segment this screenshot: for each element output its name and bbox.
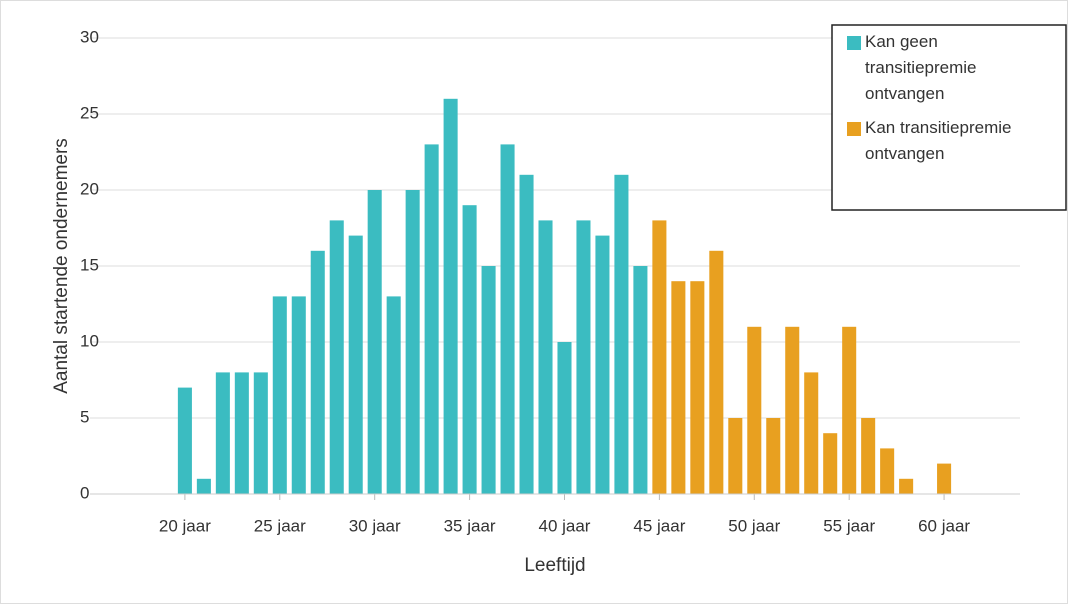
x-tick-label: 30 jaar xyxy=(349,516,401,535)
x-tick-label: 50 jaar xyxy=(728,516,780,535)
bar xyxy=(215,372,230,494)
bar xyxy=(842,326,857,494)
bar xyxy=(690,281,705,494)
y-tick-label: 30 xyxy=(80,27,99,46)
bar xyxy=(177,387,192,494)
bar xyxy=(196,478,211,494)
bar xyxy=(937,463,952,494)
bar xyxy=(614,174,629,495)
y-tick-label: 25 xyxy=(80,103,99,122)
bar xyxy=(519,174,534,495)
bar xyxy=(785,326,800,494)
x-axis-label: Leeftijd xyxy=(524,555,585,576)
bar xyxy=(348,235,363,494)
bar xyxy=(367,190,382,494)
bar xyxy=(804,372,819,494)
bar xyxy=(405,190,420,494)
bar xyxy=(462,205,477,494)
bar xyxy=(899,478,914,494)
y-tick-label: 5 xyxy=(80,407,89,426)
y-tick-label: 15 xyxy=(80,255,99,274)
legend-swatch xyxy=(847,122,861,136)
bar xyxy=(595,235,610,494)
x-tick-label: 55 jaar xyxy=(823,516,875,535)
bar xyxy=(633,266,648,494)
y-tick-label: 10 xyxy=(80,331,99,350)
bar xyxy=(272,296,287,494)
bar xyxy=(310,250,325,494)
y-tick-label: 20 xyxy=(80,179,99,198)
bar xyxy=(500,144,515,494)
bar xyxy=(747,326,762,494)
bar xyxy=(291,296,306,494)
bar xyxy=(880,448,895,494)
y-axis-label: Aantal startende ondernemers xyxy=(51,138,72,394)
bar xyxy=(823,433,838,494)
bar xyxy=(253,372,268,494)
legend-label: Kan transitiepremie ontvangen xyxy=(865,118,1011,163)
bar xyxy=(386,296,401,494)
bar xyxy=(443,98,458,495)
bar xyxy=(481,266,496,494)
bar xyxy=(728,418,743,494)
bar xyxy=(424,144,439,494)
x-tick-label: 25 jaar xyxy=(254,516,306,535)
bar xyxy=(652,220,667,494)
legend-swatch xyxy=(847,36,861,50)
legend-box xyxy=(831,24,1067,211)
x-tick-label: 40 jaar xyxy=(538,516,590,535)
bar xyxy=(329,220,344,494)
bar xyxy=(766,418,781,494)
bar xyxy=(861,418,876,494)
x-tick-label: 45 jaar xyxy=(633,516,685,535)
bar xyxy=(234,372,249,494)
bar xyxy=(557,342,572,494)
x-tick-label: 20 jaar xyxy=(159,516,211,535)
y-tick-label: 0 xyxy=(80,483,89,502)
bar xyxy=(671,281,686,494)
x-tick-label: 60 jaar xyxy=(918,516,970,535)
legend: Kan geen transitiepremie ontvangen Kan tran… xyxy=(831,24,1067,211)
legend-label: Kan geen transitiepremie ontvangen xyxy=(865,32,977,103)
bar xyxy=(709,250,724,494)
x-tick-label: 35 jaar xyxy=(444,516,496,535)
bar xyxy=(576,220,591,494)
bar xyxy=(538,220,553,494)
